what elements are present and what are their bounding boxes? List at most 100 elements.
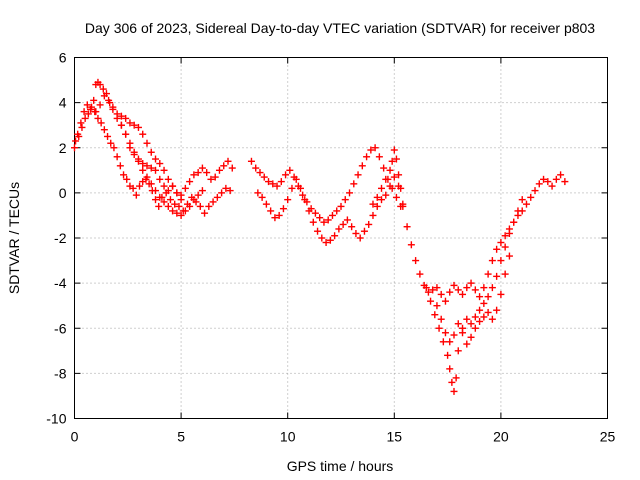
data-point <box>211 173 219 181</box>
data-point <box>226 187 234 195</box>
data-point <box>136 182 144 190</box>
data-point <box>518 196 526 204</box>
data-point <box>328 211 336 219</box>
data-point <box>134 123 142 131</box>
data-point <box>271 214 279 222</box>
data-point <box>450 331 458 339</box>
data-point <box>71 144 78 152</box>
data-point <box>358 162 366 170</box>
data-point <box>371 144 379 152</box>
data-point <box>194 169 202 177</box>
data-point <box>78 123 86 131</box>
data-point <box>522 200 530 208</box>
data-point <box>139 160 147 168</box>
data-point <box>155 202 163 210</box>
data-point <box>105 96 113 104</box>
data-point <box>326 236 334 244</box>
data-point <box>107 139 115 147</box>
data-point <box>152 166 160 174</box>
data-point <box>267 207 275 215</box>
data-point <box>395 171 403 179</box>
data-point <box>262 200 270 208</box>
y-tick-label: 4 <box>59 95 67 111</box>
data-point <box>390 173 398 181</box>
data-point <box>548 182 556 190</box>
data-point <box>126 119 134 127</box>
data-point <box>535 180 543 188</box>
data-point <box>201 209 209 217</box>
data-point <box>441 297 449 305</box>
data-point <box>433 302 441 310</box>
data-point <box>143 173 151 181</box>
data-point <box>480 284 488 292</box>
data-point <box>352 229 360 237</box>
data-point <box>120 171 128 179</box>
data-point <box>299 191 307 199</box>
data-point <box>97 119 105 127</box>
data-point <box>446 338 454 346</box>
data-point <box>335 225 343 233</box>
data-point <box>75 132 83 140</box>
x-tick-label: 0 <box>71 429 79 445</box>
data-point <box>90 96 98 104</box>
data-point <box>497 257 505 265</box>
data-point <box>110 144 118 152</box>
data-point <box>190 171 198 179</box>
data-point <box>463 340 471 348</box>
data-point <box>152 187 160 195</box>
data-point <box>373 202 381 210</box>
data-point <box>378 184 386 192</box>
axis-ticks: 0 5 10 15 20 25 -10 -8 -6 -4 -2 0 2 4 6 <box>46 50 615 445</box>
data-point <box>130 121 138 129</box>
x-tick-label: 20 <box>493 429 509 445</box>
data-point <box>467 333 475 341</box>
data-point <box>100 92 108 100</box>
x-tick-label: 15 <box>387 429 403 445</box>
data-point <box>205 202 213 210</box>
data-point <box>218 189 226 197</box>
data-point <box>375 153 383 161</box>
data-point <box>471 324 479 332</box>
data-point <box>467 320 475 328</box>
data-point <box>505 229 513 237</box>
data-point <box>356 234 364 242</box>
data-point <box>122 130 130 138</box>
data-point <box>92 108 100 116</box>
y-tick-label: -4 <box>54 275 67 291</box>
data-point <box>198 187 206 195</box>
data-point <box>213 193 221 201</box>
data-point <box>341 196 349 204</box>
data-point <box>171 200 179 208</box>
data-point <box>156 193 164 201</box>
data-point <box>224 157 232 165</box>
data-series <box>71 78 569 395</box>
data-point <box>488 284 496 292</box>
data-point <box>501 270 509 278</box>
data-point <box>177 196 185 204</box>
data-point <box>497 239 505 247</box>
data-point <box>561 178 569 186</box>
data-point <box>160 166 168 174</box>
data-point <box>433 284 441 292</box>
data-point <box>431 311 439 319</box>
data-point <box>116 162 124 170</box>
data-point <box>83 101 91 109</box>
data-point <box>122 114 130 122</box>
chart-title: Day 306 of 2023, Sidereal Day-to-day VTE… <box>85 20 595 36</box>
data-point <box>162 189 170 197</box>
data-point <box>493 245 501 253</box>
data-point <box>301 196 309 204</box>
data-point <box>484 293 492 301</box>
data-point <box>382 175 390 183</box>
data-point <box>446 365 454 373</box>
data-point <box>96 81 104 89</box>
data-point <box>173 209 181 217</box>
data-point <box>552 175 560 183</box>
data-point <box>476 306 484 314</box>
data-point <box>369 211 377 219</box>
data-point <box>175 202 183 210</box>
x-tick-label: 25 <box>600 429 616 445</box>
data-point <box>480 313 488 321</box>
data-point <box>194 191 202 199</box>
